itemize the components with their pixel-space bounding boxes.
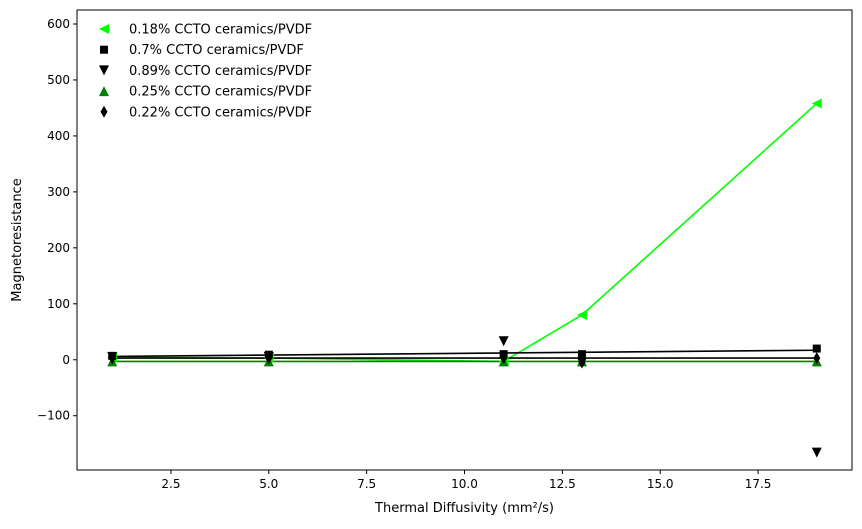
y-tick-label: 100 <box>47 297 70 311</box>
x-tick-label: 17.5 <box>745 477 772 491</box>
series-0-point <box>811 98 822 109</box>
series-0-point <box>576 309 587 320</box>
legend-label-4: 0.22% CCTO ceramics/PVDF <box>129 105 312 120</box>
y-tick-label: 0 <box>62 353 70 367</box>
y-tick-label: 300 <box>47 185 70 199</box>
y-tick-label: 600 <box>47 17 70 31</box>
x-tick-label: 5.0 <box>259 477 278 491</box>
series-2-point <box>498 336 509 347</box>
series-1-point <box>812 344 821 353</box>
series-4-point <box>108 352 116 365</box>
y-axis-ticks: −100 0 100 200 300 400 500 600 <box>37 17 77 423</box>
series-4-point <box>813 352 821 365</box>
plot-area-frame <box>76 9 853 471</box>
series-4-point <box>578 356 586 369</box>
x-tick-label: 12.5 <box>549 477 576 491</box>
legend-marker-4 <box>100 105 108 118</box>
series-4-point <box>500 352 508 365</box>
legend-label-3: 0.25% CCTO ceramics/PVDF <box>129 85 312 100</box>
series-1-line <box>112 349 817 358</box>
x-tick-label: 7.5 <box>357 477 376 491</box>
y-tick-label: −100 <box>37 409 70 423</box>
fit-lines <box>112 102 818 363</box>
legend-label-2: 0.89% CCTO ceramics/PVDF <box>129 64 312 79</box>
legend: 0.18% CCTO ceramics/PVDF 0.7% CCTO cerami… <box>99 23 312 120</box>
y-axis-label: Magnetoresistance <box>10 178 25 301</box>
legend-label-1: 0.7% CCTO ceramics/PVDF <box>129 43 304 58</box>
x-tick-label: 15.0 <box>647 477 674 491</box>
y-tick-label: 200 <box>47 241 70 255</box>
x-tick-label: 10.0 <box>451 477 478 491</box>
y-tick-label: 400 <box>47 129 70 143</box>
legend-marker-0 <box>99 24 109 34</box>
series-4-point <box>265 352 273 365</box>
series-1-point <box>577 350 586 359</box>
legend-marker-1 <box>100 45 108 54</box>
legend-label-0: 0.18% CCTO ceramics/PVDF <box>129 23 312 38</box>
legend-marker-2 <box>99 65 109 76</box>
x-tick-label: 2.5 <box>161 477 180 491</box>
data-markers <box>107 98 822 458</box>
x-axis-label: Thermal Diffusivity (mm²/s) <box>374 501 554 516</box>
x-axis-ticks: 2.5 5.0 7.5 10.0 12.5 15.0 17.5 <box>161 470 771 491</box>
legend-marker-3 <box>99 86 109 97</box>
series-0-line <box>112 102 818 363</box>
y-tick-label: 500 <box>47 73 70 87</box>
series-2-point <box>811 447 822 458</box>
